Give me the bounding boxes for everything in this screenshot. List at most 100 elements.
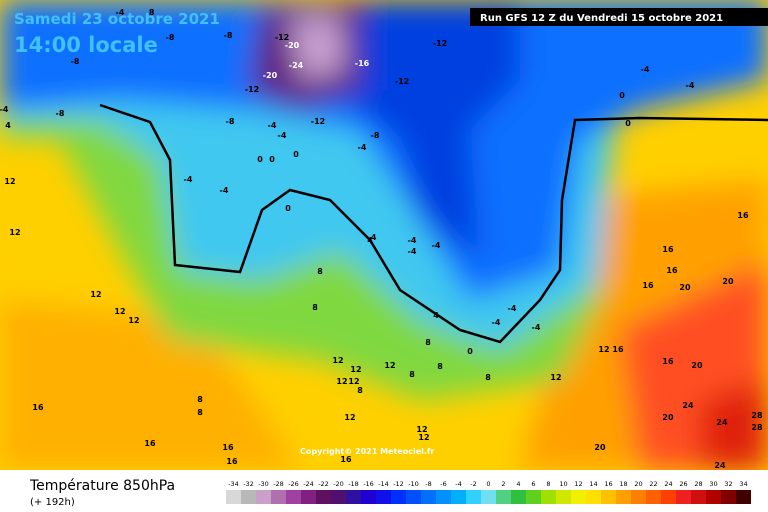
temperature-label: 16: [662, 245, 674, 254]
temperature-label: 8: [197, 408, 203, 417]
scale-tick-label: -4: [455, 480, 461, 488]
scale-tick-label: 22: [649, 480, 657, 488]
scale-swatch: [661, 490, 676, 504]
scale-swatch: [481, 490, 496, 504]
scale-tick-label: -30: [258, 480, 269, 488]
scale-swatch: [496, 490, 511, 504]
temperature-label: -4: [532, 323, 541, 332]
scale-tick-label: 24: [664, 480, 672, 488]
scale-tick-label: -22: [318, 480, 329, 488]
scale-swatch: [721, 490, 736, 504]
scale-tick-label: 34: [739, 480, 747, 488]
temperature-label: 24: [714, 461, 726, 470]
scale-swatch: [451, 490, 466, 504]
temperature-label: -12: [275, 33, 289, 42]
scale-tick-label: -26: [288, 480, 299, 488]
temperature-label: -4: [268, 121, 277, 130]
temperature-label: 12: [550, 373, 561, 382]
scale-tick-label: 12: [574, 480, 582, 488]
temperature-label: 8: [425, 338, 431, 347]
temperature-label: -4: [508, 304, 517, 313]
temperature-label: -8: [226, 117, 235, 126]
date: Samedi 23 octobre 2021: [14, 10, 220, 28]
scale-swatch: [736, 490, 751, 504]
temperature-label: -4: [220, 186, 229, 195]
temperature-label: 8: [485, 373, 491, 382]
temperature-label: -8: [71, 57, 80, 66]
scale-tick-label: -8: [425, 480, 431, 488]
temperature-label: -4: [368, 233, 377, 242]
temperature-label: 12: [416, 425, 427, 434]
scale-swatch: [556, 490, 571, 504]
temperature-label: 4: [433, 311, 439, 320]
temperature-label: -12: [395, 77, 409, 86]
scale-swatch: [436, 490, 451, 504]
scale-swatch: [391, 490, 406, 504]
temperature-label: -20: [263, 71, 278, 80]
scale-swatch: [616, 490, 631, 504]
temperature-label: 20: [662, 413, 674, 422]
scale-tick-label: -20: [333, 480, 344, 488]
temperature-label: 16: [642, 281, 654, 290]
scale-swatch: [271, 490, 286, 504]
temperature-label: -4: [0, 105, 9, 114]
temperature-label: 16: [340, 455, 352, 464]
temperature-label: 4: [5, 121, 11, 130]
scale-tick-label: -34: [228, 480, 239, 488]
temperature-label: 8: [437, 362, 443, 371]
temperature-label: 12: [598, 345, 609, 354]
temperature-label: 12: [332, 356, 343, 365]
temperature-label: 20: [679, 283, 691, 292]
temperature-label: -8: [56, 109, 65, 118]
temperature-label: 20: [722, 277, 734, 286]
scale-swatch: [421, 490, 436, 504]
scale-tick-label: 16: [604, 480, 612, 488]
temperature-label: 8: [312, 303, 318, 312]
temperature-label: -4: [358, 143, 367, 152]
temperature-label: -24: [289, 61, 304, 70]
temperature-label: 16: [226, 457, 238, 466]
color-scale: -34 -32 -30 -28 -26 -24 -22 -20 -18 -16 -14 -12 -10-…: [226, 480, 751, 504]
scale-swatch: [301, 490, 316, 504]
scale-swatch: [331, 490, 346, 504]
scale-tick-label: 8: [546, 480, 550, 488]
scale-tick-label: 4: [516, 480, 520, 488]
temperature-label: -8: [371, 131, 380, 140]
temperature-label: -4: [641, 65, 650, 74]
temperature-label: 24: [716, 418, 728, 427]
scale-tick-label: -16: [363, 480, 374, 488]
temperature-label: 28: [751, 423, 763, 432]
temperature-label: 24: [682, 401, 694, 410]
temperature-label: 20: [594, 443, 606, 452]
temperature-label: 0: [619, 91, 625, 100]
isotherm-zero: [99, 103, 768, 344]
temperature-label: -8: [146, 8, 155, 17]
scale-swatch: [541, 490, 556, 504]
temperature-label: 12: [384, 361, 395, 370]
temperature-label: 16: [612, 345, 624, 354]
time: 14:00 locale: [14, 33, 158, 57]
scale-tick-label: -10: [408, 480, 419, 488]
temperature-label: 16: [662, 357, 674, 366]
temperature-label: 12: [344, 413, 355, 422]
scale-tick-label: 26: [679, 480, 687, 488]
temperature-label: 20: [691, 361, 703, 370]
temperature-label: -12: [311, 117, 325, 126]
scale-tick-label: 32: [724, 480, 732, 488]
temperature-label: -4: [184, 175, 193, 184]
scale-swatch: [601, 490, 616, 504]
temperature-label: 16: [144, 439, 156, 448]
temperature-label: -20: [285, 41, 300, 50]
run-box: [470, 8, 768, 26]
temperature-label: 8: [409, 370, 415, 379]
scale-swatch: [466, 490, 481, 504]
temperature-label: 28: [751, 411, 763, 420]
scale-swatch: [646, 490, 661, 504]
scale-tick-label: -32: [243, 480, 254, 488]
scale-swatch: [316, 490, 331, 504]
scale-swatch: [361, 490, 376, 504]
temperature-label: 16: [666, 266, 678, 275]
scale-tick-label: -6: [440, 480, 446, 488]
scale-tick-label: -18: [348, 480, 359, 488]
